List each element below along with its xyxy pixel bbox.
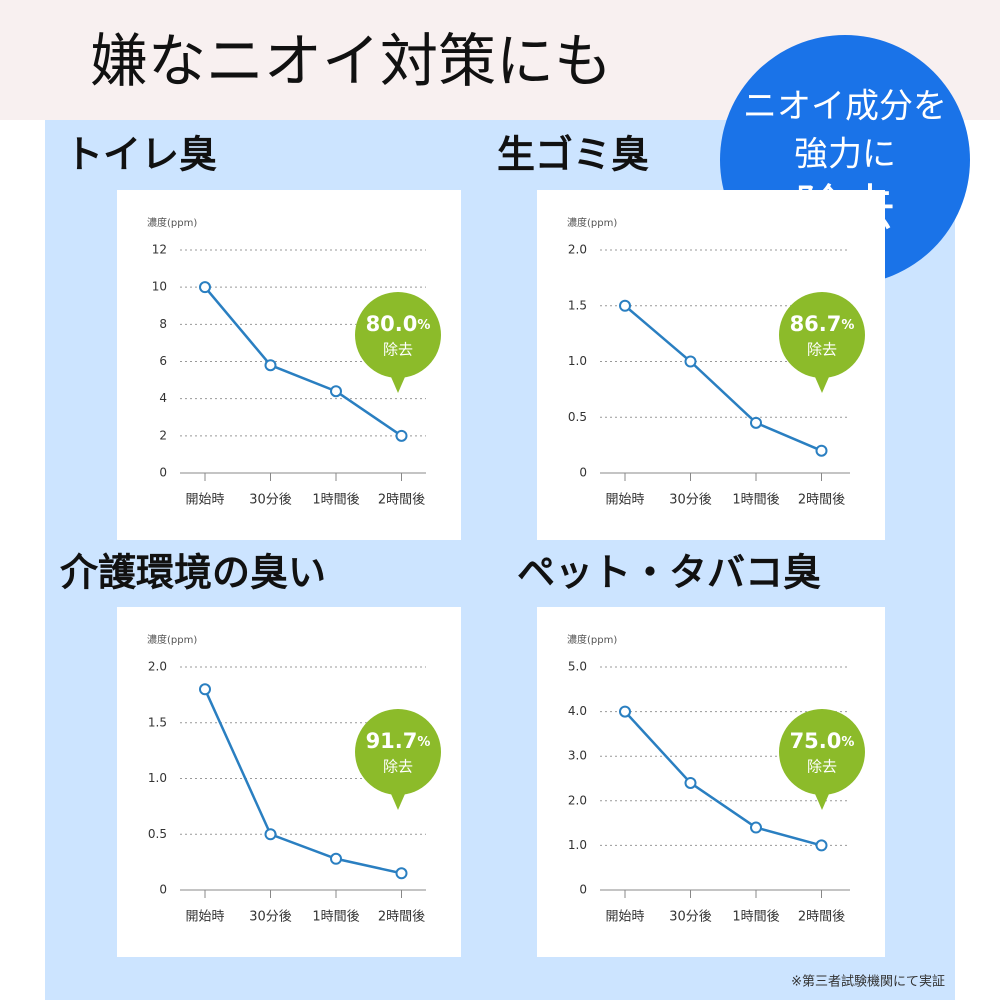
line: [624, 304, 822, 452]
badge-number: 80.0: [366, 312, 418, 336]
x-tick-label: 1時間後: [312, 910, 359, 925]
y-tick-label: 0.5: [148, 827, 167, 841]
x-tick-label: 2時間後: [378, 910, 425, 925]
footnote: ※第三者試験機関にて実証: [791, 974, 945, 990]
badge: [355, 709, 441, 795]
y-tick-label: 0: [159, 883, 167, 897]
x-tick-label: 2時間後: [798, 910, 845, 925]
badge-unit: %: [417, 735, 430, 750]
chart-title: ペット・タバコ臭: [517, 551, 821, 595]
y-tick-label: 3.0: [568, 749, 587, 763]
y-axis-label: 濃度(ppm): [567, 216, 617, 229]
line: [203, 688, 402, 875]
badge: [779, 292, 865, 378]
badge-number: 75.0: [790, 729, 842, 753]
point: [750, 416, 762, 429]
chart-title: 生ゴミ臭: [497, 133, 649, 177]
x-tick-label: 30分後: [669, 910, 712, 925]
y-tick-label: 0: [159, 466, 167, 480]
point: [264, 828, 277, 841]
point: [264, 359, 277, 372]
y-tick-label: 10: [152, 280, 167, 294]
y-tick-label: 1.5: [568, 298, 587, 312]
badge-value: 80.0%: [366, 312, 431, 336]
callout-line: 強力に: [794, 135, 896, 175]
x-tick-label: 30分後: [249, 493, 292, 508]
y-tick-label: 2.0: [568, 793, 587, 807]
y-tick-label: 2: [159, 428, 167, 442]
y-axis-label: 濃度(ppm): [147, 633, 197, 646]
x-tick-label: 開始時: [185, 493, 224, 508]
point: [199, 683, 211, 696]
y-tick-label: 8: [159, 317, 167, 331]
y-tick-label: 0: [579, 883, 587, 897]
x-tick-label: 1時間後: [312, 493, 359, 508]
point: [684, 355, 697, 368]
point: [619, 299, 631, 312]
point: [750, 821, 762, 834]
point: [330, 852, 342, 865]
x-tick-label: 30分後: [249, 910, 292, 925]
chart-title: トイレ臭: [65, 133, 217, 177]
chart-title: 介護環境の臭い: [60, 551, 326, 595]
badge-number: 91.7: [366, 729, 418, 753]
badge-value: 75.0%: [790, 729, 855, 753]
y-axis-label: 濃度(ppm): [147, 216, 197, 229]
point: [684, 776, 697, 789]
x-tick-label: 開始時: [185, 910, 224, 925]
point: [199, 281, 211, 294]
y-tick-label: 2.0: [568, 243, 587, 257]
x-tick-label: 開始時: [605, 493, 644, 508]
x-tick-label: 1時間後: [732, 493, 779, 508]
y-tick-label: 6: [159, 354, 167, 368]
badge: [779, 709, 865, 795]
y-tick-label: 4: [159, 391, 167, 405]
x-tick-label: 1時間後: [732, 910, 779, 925]
badge-label: 除去: [807, 758, 837, 776]
x-tick-label: 2時間後: [798, 493, 845, 508]
y-tick-label: 1.0: [568, 354, 587, 368]
badge-number: 86.7: [790, 312, 842, 336]
line: [204, 286, 403, 437]
y-tick-label: 0: [579, 466, 587, 480]
badge-value: 91.7%: [366, 729, 431, 753]
badge: [355, 292, 441, 378]
badge-unit: %: [841, 318, 854, 333]
badge-label: 除去: [383, 341, 413, 359]
y-axis-label: 濃度(ppm): [567, 633, 617, 646]
y-tick-label: 1.0: [148, 771, 167, 785]
y-tick-label: 12: [152, 243, 167, 257]
badge-unit: %: [841, 735, 854, 750]
point: [395, 429, 408, 442]
badge-value: 86.7%: [790, 312, 855, 336]
badge-label: 除去: [807, 341, 837, 359]
x-tick-label: 開始時: [605, 910, 644, 925]
point: [815, 444, 828, 457]
y-tick-label: 2.0: [148, 660, 167, 674]
x-tick-label: 30分後: [669, 493, 712, 508]
x-tick-label: 2時間後: [378, 493, 425, 508]
y-tick-label: 0.5: [568, 410, 587, 424]
badge-label: 除去: [383, 758, 413, 776]
callout-line: ニオイ成分を: [743, 87, 947, 127]
y-tick-label: 5.0: [568, 660, 587, 674]
line: [624, 710, 822, 847]
badge-unit: %: [417, 318, 430, 333]
y-tick-label: 1.0: [568, 838, 587, 852]
page-title: 嫌なニオイ対策にも: [90, 27, 612, 95]
point: [619, 705, 631, 718]
point: [815, 839, 828, 852]
point: [330, 385, 342, 398]
point: [395, 867, 408, 880]
y-tick-label: 4.0: [568, 704, 587, 718]
y-tick-label: 1.5: [148, 715, 167, 729]
